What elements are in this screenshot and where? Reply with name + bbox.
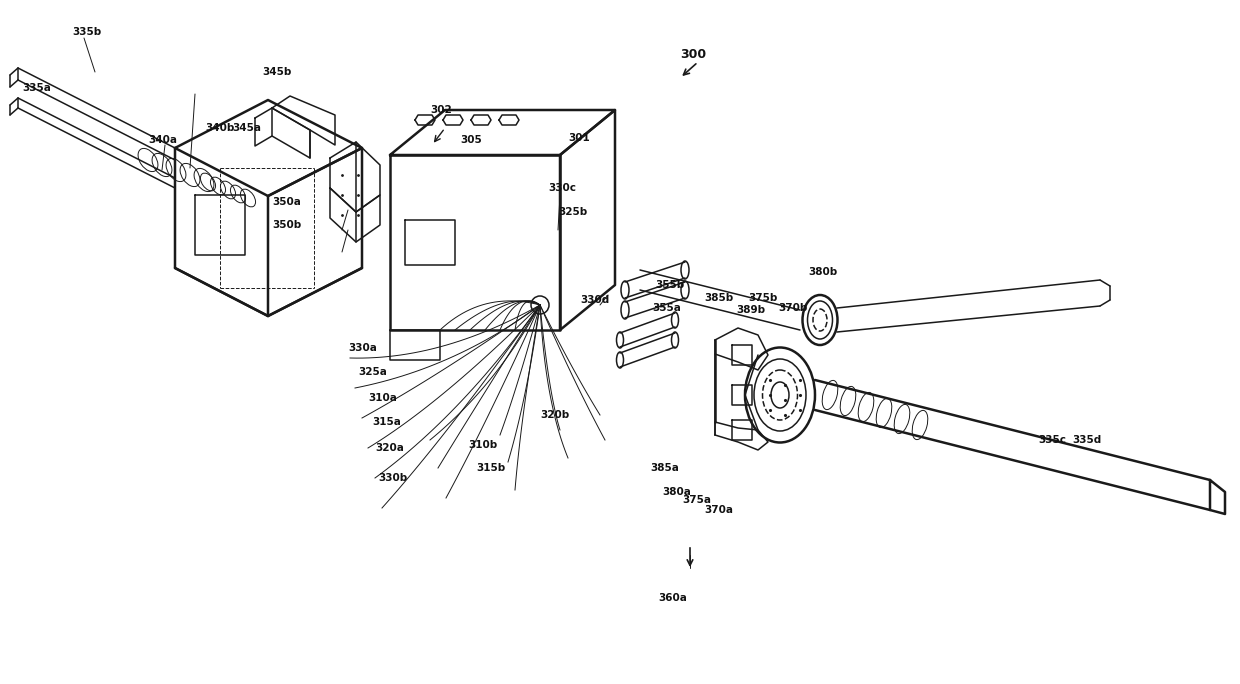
Text: 330d: 330d: [580, 295, 609, 305]
Text: 385b: 385b: [704, 293, 733, 303]
Text: 370a: 370a: [704, 505, 733, 515]
Text: 335c: 335c: [1038, 435, 1066, 445]
Text: 335d: 335d: [1073, 435, 1101, 445]
Text: 370b: 370b: [777, 303, 807, 313]
Text: 320b: 320b: [539, 410, 569, 420]
Text: 310b: 310b: [467, 440, 497, 450]
Text: 345a: 345a: [232, 123, 260, 133]
Text: 355a: 355a: [652, 303, 681, 313]
Text: 375b: 375b: [748, 293, 777, 303]
Text: 360a: 360a: [658, 593, 687, 603]
Text: 305: 305: [460, 135, 482, 145]
Text: 301: 301: [568, 133, 590, 143]
Text: 375a: 375a: [682, 495, 711, 505]
Text: 385a: 385a: [650, 463, 678, 473]
Text: 350b: 350b: [272, 220, 301, 230]
Text: 315a: 315a: [372, 417, 401, 427]
Text: 302: 302: [430, 105, 451, 115]
Text: 380a: 380a: [662, 487, 691, 497]
Text: 335b: 335b: [72, 27, 102, 37]
Text: 330b: 330b: [378, 473, 407, 483]
Text: 300: 300: [680, 49, 706, 62]
Text: 389b: 389b: [737, 305, 765, 315]
Text: 330a: 330a: [348, 343, 377, 353]
Text: 340a: 340a: [148, 135, 177, 145]
Text: 340b: 340b: [205, 123, 234, 133]
Text: 315b: 315b: [476, 463, 505, 473]
Text: 350a: 350a: [272, 197, 301, 207]
Text: 310a: 310a: [368, 393, 397, 403]
Text: 345b: 345b: [262, 67, 291, 77]
Text: 355b: 355b: [655, 280, 684, 290]
Text: 325b: 325b: [558, 207, 588, 217]
Text: 325a: 325a: [358, 367, 387, 377]
Text: 330c: 330c: [548, 183, 577, 193]
Text: 380b: 380b: [808, 267, 837, 277]
Text: 335a: 335a: [22, 83, 51, 93]
Text: 320a: 320a: [374, 443, 404, 453]
